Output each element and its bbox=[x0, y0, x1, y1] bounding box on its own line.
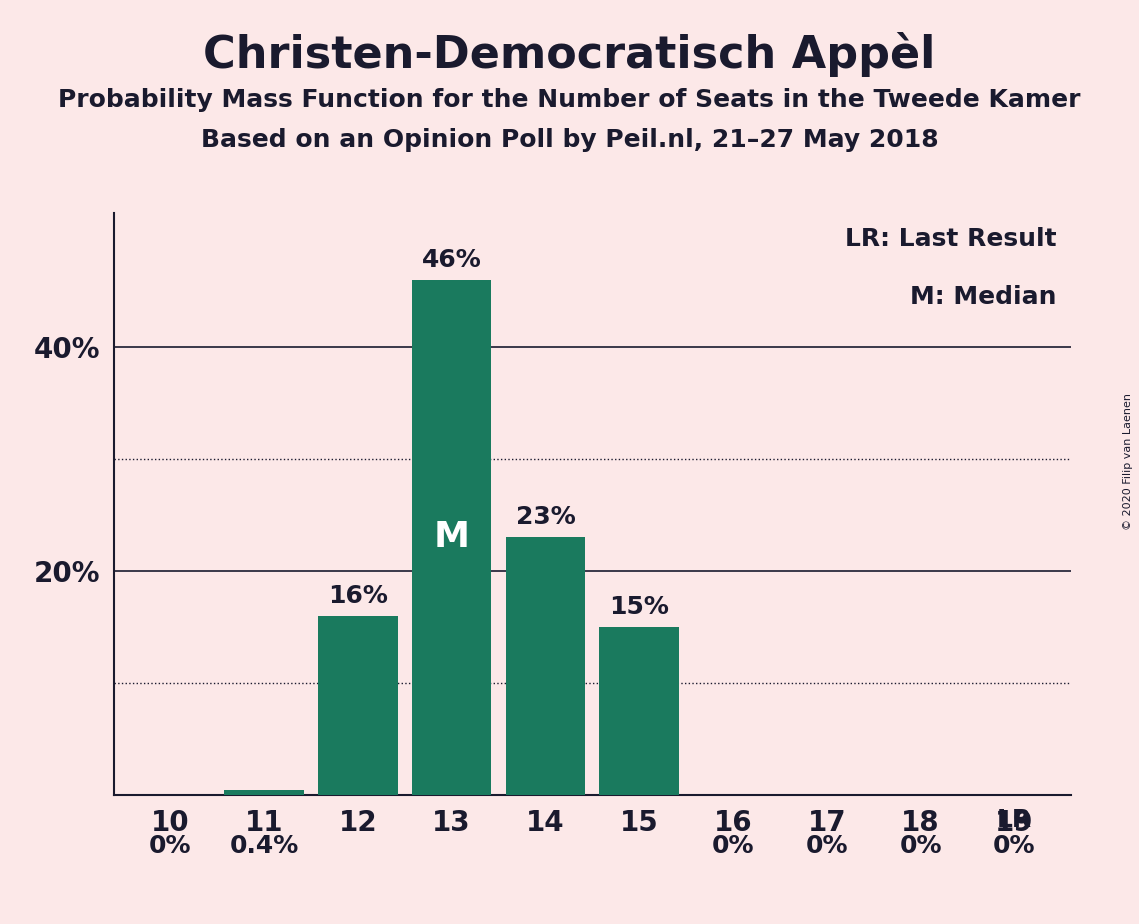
Text: 0.4%: 0.4% bbox=[229, 833, 298, 857]
Text: Based on an Opinion Poll by Peil.nl, 21–27 May 2018: Based on an Opinion Poll by Peil.nl, 21–… bbox=[200, 128, 939, 152]
Text: Christen-Democratisch Appèl: Christen-Democratisch Appèl bbox=[204, 32, 935, 78]
Bar bbox=[411, 280, 491, 795]
Text: 23%: 23% bbox=[516, 505, 575, 529]
Bar bbox=[599, 626, 679, 795]
Text: LR: LR bbox=[997, 808, 1032, 833]
Text: 46%: 46% bbox=[421, 248, 482, 272]
Text: 0%: 0% bbox=[149, 833, 191, 857]
Text: 0%: 0% bbox=[900, 833, 942, 857]
Text: 0%: 0% bbox=[712, 833, 754, 857]
Text: 16%: 16% bbox=[328, 584, 387, 608]
Text: M: M bbox=[434, 520, 469, 554]
Text: 0%: 0% bbox=[993, 833, 1035, 857]
Text: M: Median: M: Median bbox=[910, 286, 1056, 310]
Text: 15%: 15% bbox=[609, 595, 669, 619]
Bar bbox=[224, 790, 304, 795]
Text: © 2020 Filip van Laenen: © 2020 Filip van Laenen bbox=[1123, 394, 1133, 530]
Bar bbox=[318, 615, 398, 795]
Text: Probability Mass Function for the Number of Seats in the Tweede Kamer: Probability Mass Function for the Number… bbox=[58, 88, 1081, 112]
Bar bbox=[506, 537, 585, 795]
Text: 0%: 0% bbox=[805, 833, 849, 857]
Text: LR: Last Result: LR: Last Result bbox=[845, 227, 1056, 251]
